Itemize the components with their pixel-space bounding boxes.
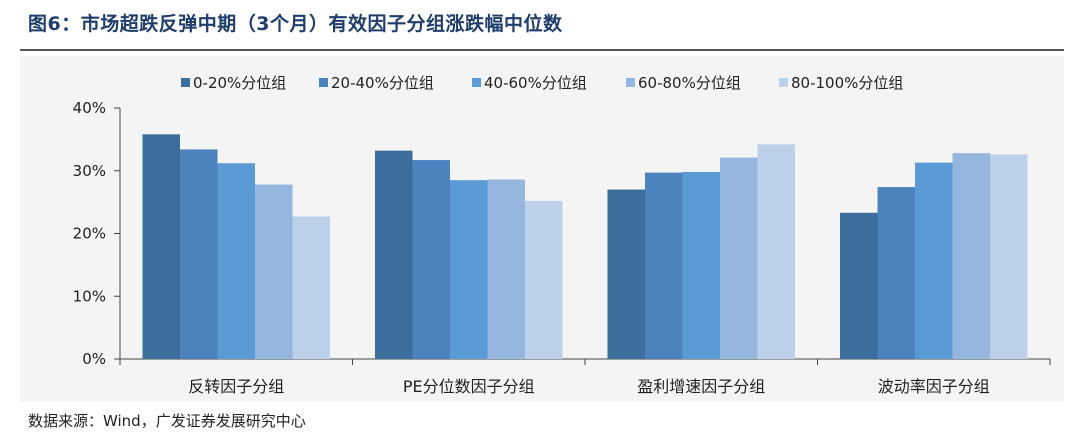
- legend-label: 80-100%分位组: [791, 74, 903, 92]
- legend-label: 60-80%分位组: [638, 74, 741, 92]
- bar-4-4: [952, 153, 990, 359]
- bar-4-1: [840, 212, 878, 359]
- chart-title: 图6：市场超跌反弹中期（3个月）有效因子分组涨跌幅中位数: [28, 13, 563, 35]
- source-note: 数据来源：Wind，广发证券发展研究中心: [28, 412, 306, 430]
- bar-3-5: [757, 144, 795, 359]
- legend-swatch: [472, 78, 481, 87]
- category-label: PE分位数因子分组: [403, 377, 535, 396]
- bar-1-1: [142, 134, 180, 359]
- bar-3-1: [607, 189, 645, 359]
- y-tick-label: 0%: [82, 350, 106, 368]
- y-tick-label: 40%: [73, 99, 106, 117]
- bar-1-4: [255, 184, 293, 359]
- y-tick-label: 30%: [73, 162, 106, 180]
- bar-2-2: [412, 160, 450, 359]
- bar-3-3: [682, 172, 720, 359]
- legend-swatch: [319, 78, 328, 87]
- bar-3-4: [720, 157, 758, 359]
- bar-2-5: [525, 200, 563, 359]
- category-label: 盈利增速因子分组: [637, 377, 765, 396]
- legend-swatch: [181, 78, 190, 87]
- category-label: 波动率因子分组: [878, 377, 990, 396]
- title-divider: [20, 49, 1064, 51]
- bar-4-5: [990, 154, 1028, 359]
- legend-swatch: [626, 78, 635, 87]
- bar-1-3: [217, 163, 255, 359]
- bar-2-4: [487, 179, 525, 359]
- category-label: 反转因子分组: [188, 377, 284, 396]
- legend-label: 40-60%分位组: [484, 74, 587, 92]
- bar-2-1: [375, 150, 413, 359]
- bar-2-3: [450, 180, 488, 359]
- bar-1-2: [180, 149, 218, 359]
- bar-4-3: [915, 162, 953, 359]
- legend-label: 20-40%分位组: [331, 74, 434, 92]
- y-tick-label: 10%: [73, 287, 106, 305]
- bar-1-5: [292, 216, 330, 359]
- y-tick-label: 20%: [73, 225, 106, 243]
- legend-label: 0-20%分位组: [193, 74, 286, 92]
- bar-4-2: [877, 187, 915, 359]
- bar-3-2: [645, 172, 683, 359]
- legend-swatch: [779, 78, 788, 87]
